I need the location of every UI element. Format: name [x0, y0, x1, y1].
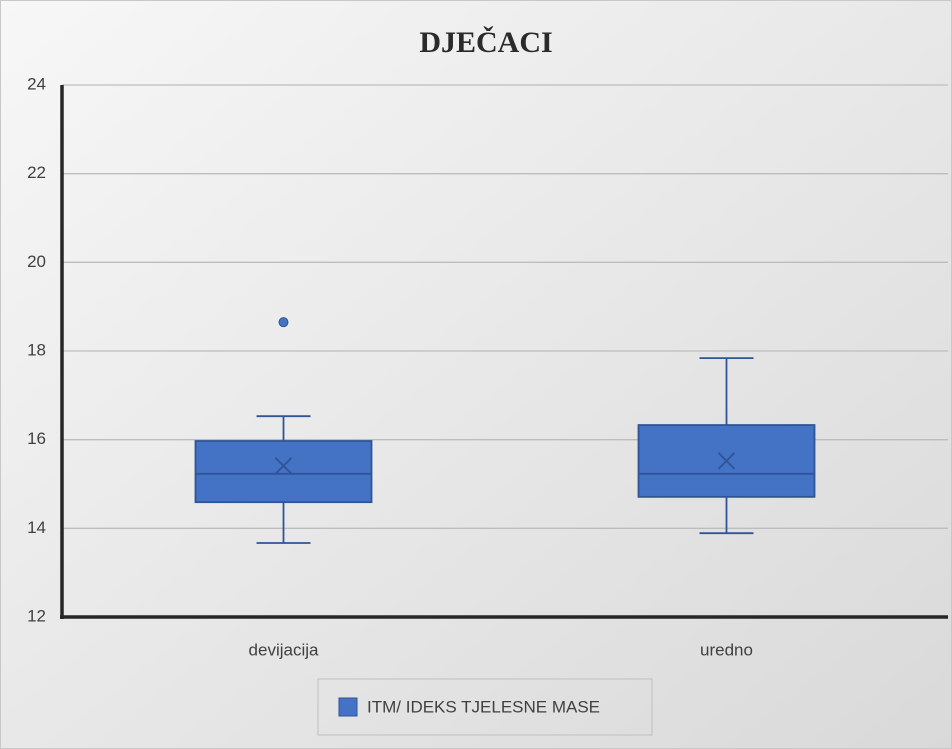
box: [194, 440, 373, 504]
mean-marker: [717, 452, 736, 470]
outlier: [278, 317, 289, 328]
chart-title: DJEČACI: [419, 26, 552, 59]
y-tick-label: 16: [27, 429, 46, 448]
mean-marker: [274, 457, 293, 475]
legend-frame: [317, 678, 653, 736]
y-tick-label: 22: [27, 163, 46, 182]
y-tick-label: 12: [27, 606, 46, 625]
y-tick-label: 14: [27, 518, 46, 537]
y-tick-label: 24: [27, 74, 46, 93]
legend-swatch: [338, 697, 358, 717]
y-tick-label: 18: [27, 340, 46, 359]
y-tick-label: 20: [27, 252, 46, 271]
x-tick-label: devijacija: [249, 640, 319, 659]
x-tick-label: uredno: [700, 640, 753, 659]
legend-label: ITM/ IDEKS TJELESNE MASE: [367, 697, 600, 716]
